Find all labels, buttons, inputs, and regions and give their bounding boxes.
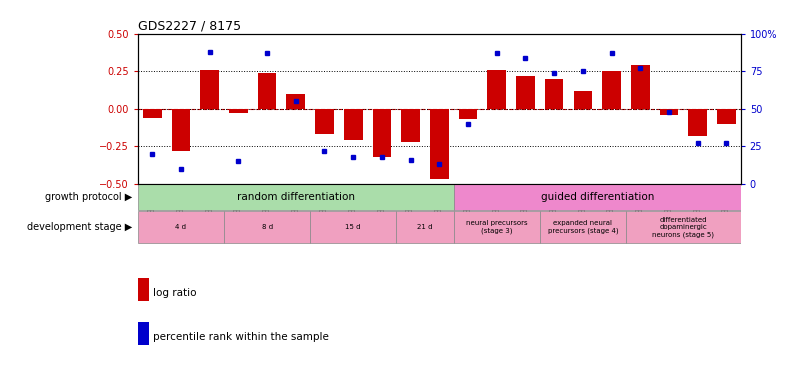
Bar <box>315 109 334 134</box>
Bar <box>138 278 149 301</box>
Bar <box>138 211 224 243</box>
Bar <box>454 184 741 210</box>
Bar <box>310 211 396 243</box>
Text: growth protocol ▶: growth protocol ▶ <box>45 192 132 202</box>
Text: 4 d: 4 d <box>176 224 187 230</box>
Text: differentiated
dopaminergic
neurons (stage 5): differentiated dopaminergic neurons (sta… <box>652 217 714 237</box>
Bar <box>516 76 535 109</box>
Bar <box>172 109 190 151</box>
Text: guided differentiation: guided differentiation <box>541 192 654 202</box>
Bar <box>229 109 247 113</box>
Bar <box>401 109 420 142</box>
Text: 21 d: 21 d <box>417 224 433 230</box>
Bar <box>287 94 305 109</box>
Bar <box>545 79 563 109</box>
Bar <box>689 109 707 136</box>
Bar <box>488 70 506 109</box>
Text: development stage ▶: development stage ▶ <box>27 222 132 232</box>
Text: GDS2227 / 8175: GDS2227 / 8175 <box>138 20 241 33</box>
Bar <box>200 70 219 109</box>
Bar <box>454 211 540 243</box>
Text: 15 d: 15 d <box>345 224 361 230</box>
Bar <box>626 211 741 243</box>
Bar <box>138 184 454 210</box>
Bar <box>396 211 454 243</box>
Text: log ratio: log ratio <box>153 288 196 297</box>
Bar <box>631 65 649 109</box>
Bar <box>660 109 678 115</box>
Text: neural precursors
(stage 3): neural precursors (stage 3) <box>466 220 527 234</box>
Bar <box>540 211 626 243</box>
Bar <box>574 91 592 109</box>
Bar <box>258 73 277 109</box>
Bar <box>344 109 362 140</box>
Text: random differentiation: random differentiation <box>236 192 355 202</box>
Bar <box>373 109 391 157</box>
Bar <box>224 211 310 243</box>
Bar <box>138 322 149 345</box>
Text: percentile rank within the sample: percentile rank within the sample <box>153 332 329 342</box>
Bar <box>143 109 162 118</box>
Text: expanded neural
precursors (stage 4): expanded neural precursors (stage 4) <box>548 220 618 234</box>
Bar <box>459 109 478 119</box>
Text: 8 d: 8 d <box>262 224 273 230</box>
Bar <box>430 109 448 179</box>
Bar <box>717 109 736 124</box>
Bar <box>602 71 621 109</box>
